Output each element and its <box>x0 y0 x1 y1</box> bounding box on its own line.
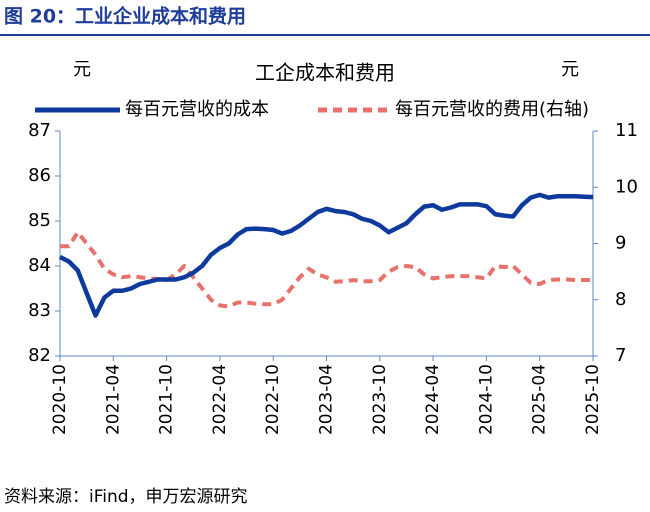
y-tick-label: 85 <box>28 210 51 231</box>
x-tick-label: 2022-04 <box>210 364 230 435</box>
x-tick-label: 2025-04 <box>530 364 550 435</box>
x-tick-label: 2021-10 <box>157 364 177 435</box>
y-tick-label: 84 <box>28 255 51 276</box>
y2-tick-label: 9 <box>615 233 626 254</box>
y2-tick-label: 10 <box>615 176 638 197</box>
y-tick-label: 82 <box>28 345 51 366</box>
x-tick-label: 2025-10 <box>583 364 603 435</box>
x-tick-label: 2021-04 <box>103 364 123 435</box>
legend-label: 每百元营收的费用(右轴) <box>395 99 589 120</box>
figure-title: 图 20：工业企业成本和费用 <box>4 5 246 28</box>
y-tick-label: 87 <box>28 120 51 141</box>
y2-tick-label: 11 <box>615 120 638 141</box>
source: 资料来源：iFind，申万宏源研究 <box>4 487 248 507</box>
x-tick-label: 2023-04 <box>317 364 337 435</box>
y2-tick-label: 7 <box>615 345 626 366</box>
x-tick-label: 2023-10 <box>370 364 390 435</box>
legend-label: 每百元营收的成本 <box>125 99 269 120</box>
y2-tick-label: 8 <box>615 289 626 310</box>
x-tick-label: 2024-04 <box>423 364 443 435</box>
x-tick-label: 2022-10 <box>263 364 283 435</box>
y-tick-label: 83 <box>28 300 51 321</box>
y-tick-label: 86 <box>28 165 51 186</box>
y-unit: 元 <box>73 59 91 80</box>
series-line <box>58 192 594 318</box>
x-tick-label: 2020-10 <box>50 364 70 435</box>
x-tick-label: 2024-10 <box>476 364 496 435</box>
y2-unit: 元 <box>561 59 579 80</box>
chart-title: 工企成本和费用 <box>255 61 395 85</box>
series-line <box>60 230 593 309</box>
